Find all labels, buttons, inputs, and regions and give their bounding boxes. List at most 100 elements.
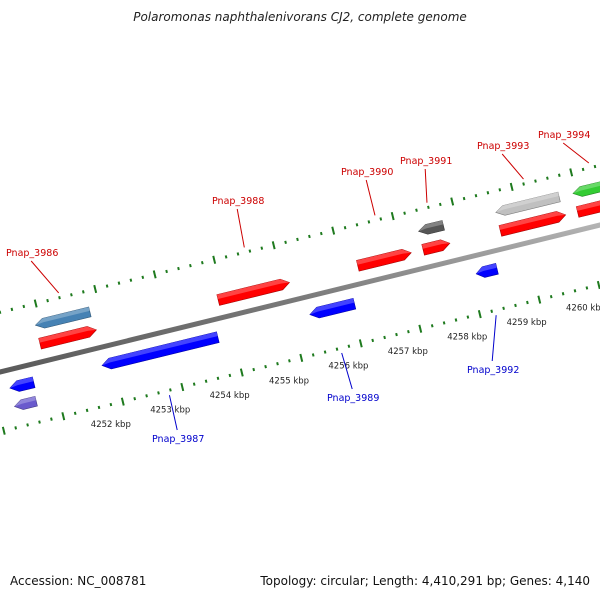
major-tick bbox=[61, 412, 66, 421]
major-tick bbox=[537, 295, 542, 304]
minor-tick bbox=[561, 292, 565, 296]
minor-tick bbox=[216, 376, 220, 380]
minor-tick bbox=[581, 167, 585, 172]
cog-bar-Pnap_3986 bbox=[34, 306, 92, 329]
minor-tick bbox=[466, 315, 470, 319]
minor-tick bbox=[593, 164, 597, 169]
cog-bar-Pnap_3994-highlight bbox=[573, 181, 600, 194]
scale-label-4254: 4254 kbp bbox=[210, 391, 250, 401]
gene-label-Pnap_3994: Pnap_3994 bbox=[538, 130, 590, 141]
gene-Pnap_3986-highlight bbox=[38, 326, 97, 343]
leader-Pnap_3989 bbox=[341, 352, 353, 390]
major-tick bbox=[477, 310, 482, 319]
minor-tick bbox=[546, 176, 549, 180]
leader-Pnap_3988 bbox=[236, 208, 245, 248]
minor-tick bbox=[454, 318, 458, 322]
gene-Pnap_3987 bbox=[101, 331, 220, 370]
minor-tick bbox=[224, 255, 228, 259]
gene-Pnap_3994 bbox=[575, 200, 600, 218]
gene-Pnap_3986 bbox=[38, 326, 97, 350]
minor-tick bbox=[367, 220, 371, 224]
scale-label-4258: 4258 kbp bbox=[447, 333, 487, 343]
minor-tick bbox=[46, 298, 49, 303]
gene-Pnap_3985 bbox=[9, 376, 36, 392]
minor-tick bbox=[549, 294, 553, 299]
minor-tick bbox=[379, 217, 383, 221]
minor-tick bbox=[189, 263, 192, 268]
accession-text: Accession: NC_008781 bbox=[10, 574, 147, 588]
gene-Pnap_3990 bbox=[356, 249, 412, 272]
leader-Pnap_3992 bbox=[491, 315, 497, 362]
minor-tick bbox=[38, 420, 41, 424]
minor-tick bbox=[192, 382, 196, 386]
leader-Pnap_3991 bbox=[424, 168, 428, 203]
minor-tick bbox=[534, 179, 537, 183]
major-tick bbox=[569, 168, 574, 177]
minor-tick bbox=[264, 364, 267, 369]
major-tick bbox=[1, 426, 6, 435]
gene-Pnap_3988 bbox=[216, 278, 290, 306]
minor-tick bbox=[343, 226, 347, 230]
minor-tick bbox=[355, 223, 359, 227]
major-tick bbox=[239, 368, 244, 377]
minor-tick bbox=[430, 324, 434, 328]
scale-label-4253: 4253 kbp bbox=[150, 405, 190, 415]
minor-tick bbox=[526, 300, 529, 305]
gene-Pnap_3990-highlight bbox=[356, 249, 412, 265]
leader-Pnap_3993 bbox=[501, 153, 524, 180]
minor-tick bbox=[129, 278, 133, 282]
major-tick bbox=[120, 397, 125, 406]
minor-tick bbox=[442, 321, 446, 325]
cog-bar-Pnap_3991-highlight bbox=[418, 220, 444, 232]
major-tick bbox=[390, 211, 395, 221]
minor-tick bbox=[22, 304, 26, 309]
minor-tick bbox=[70, 293, 73, 297]
minor-tick bbox=[109, 402, 113, 407]
minor-tick bbox=[73, 411, 77, 415]
cog-bar-Pnap_3993 bbox=[495, 191, 561, 216]
gene-label-Pnap_3990: Pnap_3990 bbox=[341, 167, 393, 178]
leader-Pnap_3994 bbox=[562, 142, 590, 164]
gene-Pnap_3989-highlight bbox=[309, 298, 355, 315]
gene-Pnap_3991 bbox=[421, 239, 451, 256]
minor-tick bbox=[81, 290, 85, 294]
cog-bar-Pnap_3993-highlight bbox=[495, 192, 559, 213]
minor-tick bbox=[177, 266, 180, 271]
gene-Pnap_3985-highlight bbox=[9, 376, 34, 389]
scale-label-4255: 4255 kbp bbox=[269, 376, 309, 386]
gene-Pnap_3994-highlight bbox=[576, 200, 600, 211]
major-tick bbox=[212, 255, 217, 264]
minor-tick bbox=[284, 240, 287, 245]
minor-tick bbox=[308, 234, 311, 239]
minor-tick bbox=[133, 397, 137, 401]
minor-tick bbox=[288, 359, 291, 363]
upper-tick-row bbox=[0, 164, 597, 314]
minor-tick bbox=[105, 284, 109, 288]
genome-summary-text: Topology: circular; Length: 4,410,291 bp… bbox=[260, 574, 590, 588]
major-tick bbox=[271, 241, 276, 250]
major-tick bbox=[509, 182, 514, 192]
scale-label-4252: 4252 kbp bbox=[91, 420, 131, 430]
major-tick bbox=[152, 270, 157, 279]
minor-tick bbox=[573, 289, 577, 293]
gene-label-Pnap_3989: Pnap_3989 bbox=[327, 393, 379, 404]
minor-tick bbox=[50, 417, 53, 421]
scale-label-4260: 4260 kbp bbox=[566, 304, 600, 314]
minor-tick bbox=[165, 269, 168, 274]
gene-label-Pnap_3986: Pnap_3986 bbox=[6, 248, 58, 259]
minor-tick bbox=[157, 391, 160, 395]
gene-Pnap_3993-highlight bbox=[499, 211, 566, 230]
cog-bar-Pnap_3985-highlight bbox=[14, 396, 36, 407]
cog-bar-Pnap_3986-highlight bbox=[35, 307, 90, 326]
major-tick bbox=[450, 197, 455, 206]
minor-tick bbox=[502, 306, 505, 311]
minor-tick bbox=[145, 394, 148, 398]
minor-tick bbox=[407, 329, 410, 334]
genome-backbone bbox=[0, 222, 600, 375]
gene-Pnap_3992-highlight bbox=[476, 263, 497, 274]
minor-tick bbox=[585, 286, 589, 290]
cog-bar-Pnap_3994 bbox=[572, 181, 600, 197]
minor-tick bbox=[371, 338, 375, 343]
